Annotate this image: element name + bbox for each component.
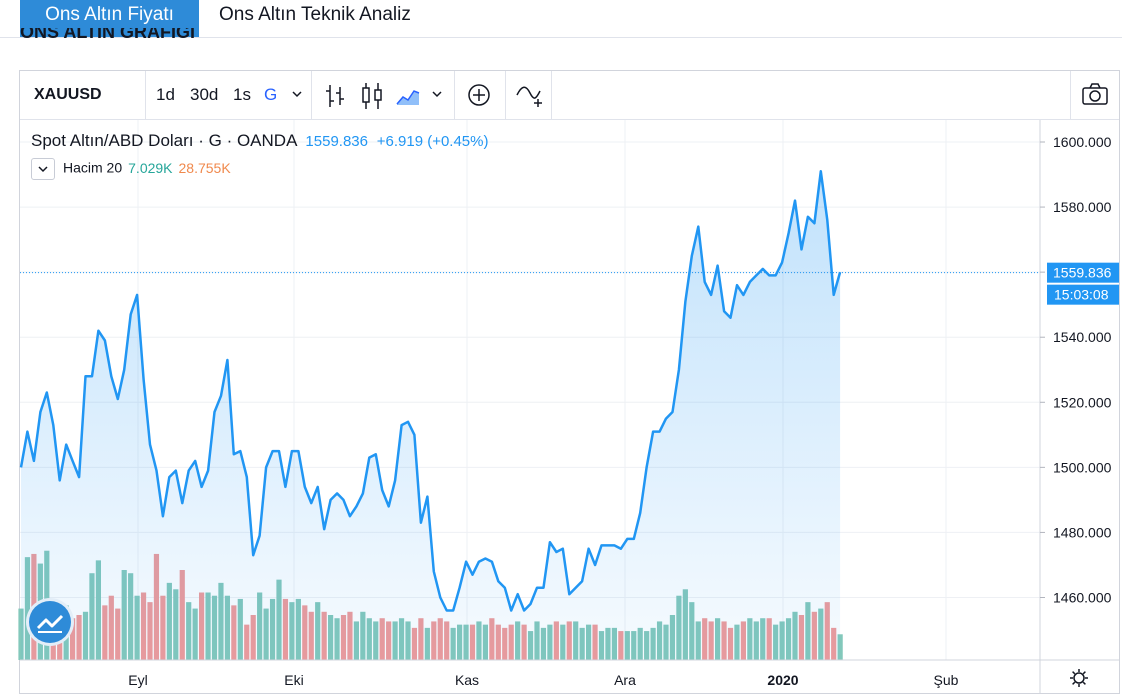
volume-ma-value: 28.755K (178, 159, 231, 176)
y-tick-label: 1540.000 (1053, 329, 1112, 345)
volume-legend: Hacim 20 7.029K 28.755K (31, 158, 231, 180)
volume-bar (837, 634, 843, 660)
tab-ons-altin-teknik-analiz[interactable]: Ons Altın Teknik Analiz (219, 4, 411, 25)
collapse-legend-button[interactable] (31, 158, 55, 180)
legend-last-price: 1559.836 (305, 133, 368, 150)
x-tick-label: 2020 (767, 672, 798, 688)
toolbar-divider (505, 71, 506, 119)
legend-change: +6.919 (+0.45%) (376, 133, 489, 150)
countdown-tag (1047, 284, 1119, 305)
countdown-value: 15:03:08 (1054, 287, 1109, 303)
toolbar-divider (1070, 71, 1071, 119)
interval-30d-button[interactable]: 30d (190, 85, 219, 104)
price-tag-value: 1559.836 (1053, 265, 1112, 281)
tab-ons-altin-fiyati[interactable]: Ons Altın Fiyatı (20, 0, 199, 37)
chevron-down-icon (38, 166, 48, 173)
logo-icon (36, 614, 64, 633)
y-tick-label: 1580.000 (1053, 199, 1112, 215)
x-tick-label: Eki (284, 672, 303, 688)
toolbar-divider (311, 71, 312, 119)
chart-toolbar: XAUUSD 1d 30d 1s G (20, 71, 1119, 120)
chevron-down-icon[interactable] (290, 71, 304, 119)
tradingview-logo[interactable] (29, 601, 71, 643)
volume-study-name: Hacim 20 (63, 159, 123, 176)
settings-gear-icon[interactable] (1070, 669, 1088, 687)
price-line (19, 170, 842, 612)
toolbar-divider (454, 71, 455, 119)
legend-title: Spot Altın/ABD Doları · G · OANDA (31, 131, 298, 150)
tab-bar: Ons Altın Fiyatı Ons Altın Teknik Analiz (0, 0, 1122, 38)
candlestick-icon[interactable] (358, 71, 386, 119)
chart-widget (19, 70, 1120, 694)
interval-1d-button[interactable]: 1d (156, 85, 175, 104)
x-tick-label: Şub (934, 672, 959, 688)
volume-value: 7.029K (128, 159, 173, 176)
add-indicator-icon[interactable] (466, 71, 494, 119)
toolbar-divider (145, 71, 146, 119)
price-area-fill (21, 171, 841, 661)
bar-chart-icon[interactable] (322, 71, 350, 119)
chart-legend: Spot Altın/ABD Doları · G · OANDA 1559.83… (31, 131, 488, 151)
camera-icon[interactable] (1081, 71, 1109, 119)
y-tick-label: 1480.000 (1053, 524, 1112, 540)
price-tag (1047, 262, 1119, 283)
toolbar-divider (551, 71, 552, 119)
chevron-down-icon[interactable] (430, 71, 444, 119)
x-tick-label: Ara (614, 672, 636, 688)
x-tick-label: Kas (455, 672, 479, 688)
y-tick-label: 1500.000 (1053, 459, 1112, 475)
y-tick-label: 1600.000 (1053, 134, 1112, 150)
section-title: ONS ALTIN GRAFIĞI (20, 28, 195, 42)
interval-g-button[interactable]: G (264, 85, 278, 104)
x-tick-label: Eyl (128, 672, 147, 688)
y-tick-label: 1460.000 (1053, 590, 1112, 606)
interval-1s-button[interactable]: 1s (233, 85, 251, 104)
symbol-search-button[interactable]: XAUUSD (34, 86, 102, 103)
area-chart-icon[interactable] (394, 71, 422, 119)
compare-icon[interactable] (514, 71, 546, 119)
y-tick-label: 1520.000 (1053, 394, 1112, 410)
